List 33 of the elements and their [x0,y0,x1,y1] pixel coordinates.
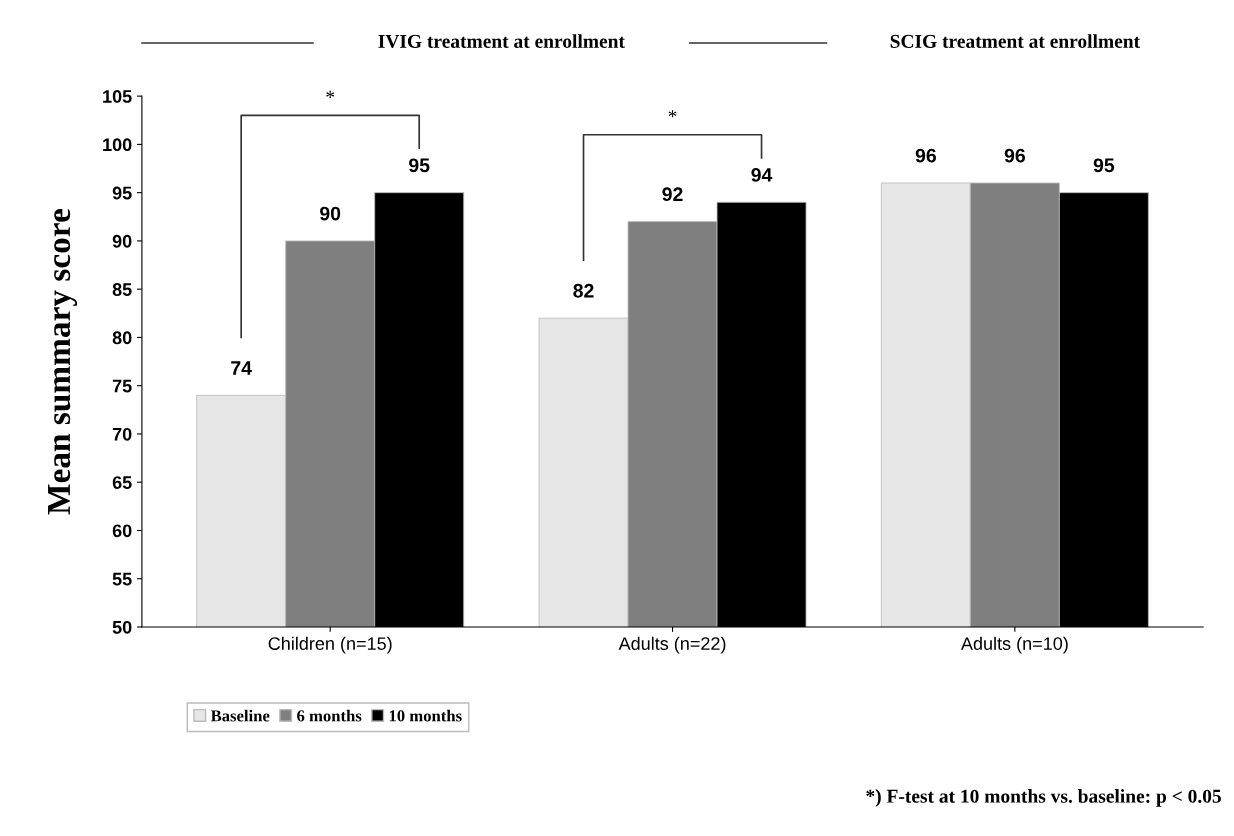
x-tick-label: Children (n=15) [268,636,392,654]
y-tick-label: 85 [112,283,132,296]
text: *) F-test at 10 months vs. baseline: p < 0.05 [866,789,1221,807]
y-tick-label: 65 [112,476,132,489]
text: SCIG treatment at enrollment [890,34,1140,48]
y-tick-label: 50 [112,620,132,634]
y-tick-label: 95 [112,186,132,200]
data-label: 96 [1004,148,1025,163]
data-label: 96 [915,148,936,163]
y-tick-label: 105 [103,90,132,103]
y-axis-title: Mean summary score [48,209,78,515]
x-tick-label: Adults (n=10) [960,636,1068,654]
legend-label: 10 months [389,709,462,722]
data-label: 74 [231,361,252,375]
data-label: 94 [751,168,773,182]
legend-label: Baseline [210,709,270,722]
data-label: 82 [573,283,594,298]
y-tick-label: 75 [112,379,132,393]
data-label: 95 [409,158,430,173]
y-tick-label: 100 [103,138,132,152]
annotation: * [668,110,677,118]
text: IVIG treatment at enrollment [378,34,625,49]
y-tick-label: 55 [112,572,132,586]
x-tick-label: Adults (n=22) [618,636,726,654]
data-label: 92 [662,187,683,202]
legend-label: 6 months [297,709,362,722]
y-tick-label: 80 [112,331,132,345]
y-tick-label: 60 [112,524,132,538]
data-label: 90 [320,206,341,221]
y-tick-label: 90 [112,234,132,248]
annotation: * [326,90,335,98]
y-tick-label: 70 [112,427,132,441]
data-label: 95 [1093,158,1115,173]
